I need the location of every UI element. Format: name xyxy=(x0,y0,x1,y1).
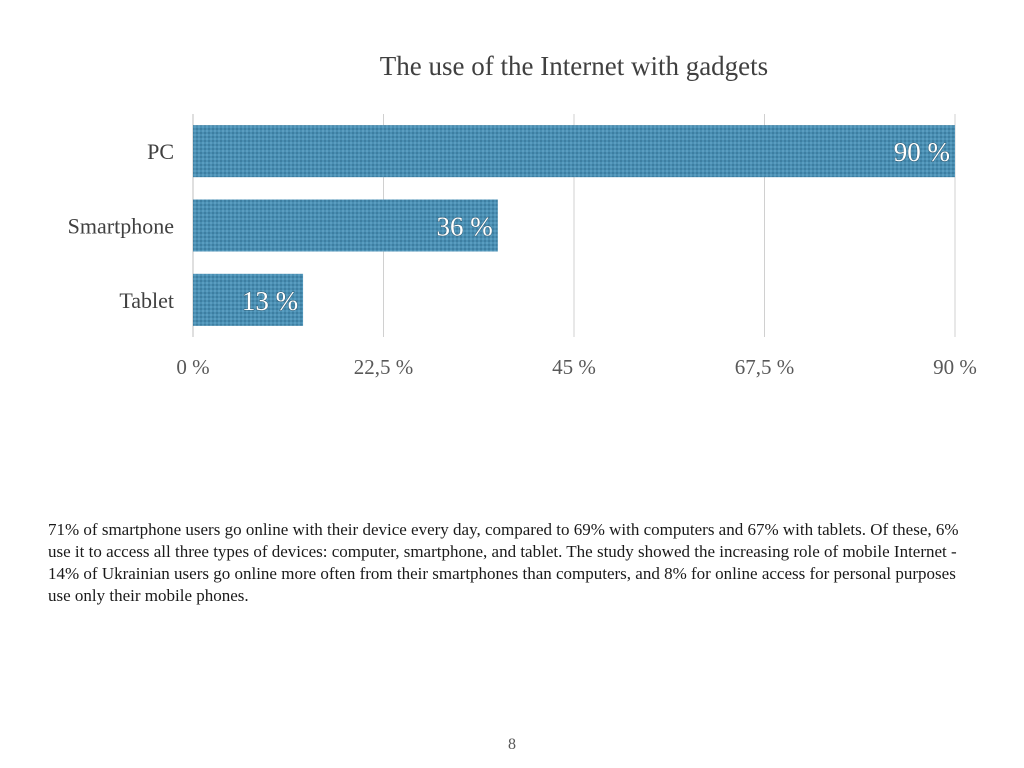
bar-pc xyxy=(193,125,955,178)
x-axis-tick-labels: 0 % 22,5 % 45 % 67,5 % 90 % xyxy=(176,355,977,379)
bar-smartphone xyxy=(193,199,498,252)
category-labels: PC Smartphone Tablet xyxy=(68,139,174,313)
x-tick-label: 45 % xyxy=(552,355,596,379)
data-labels: 90 % 36 % 13 % xyxy=(241,137,950,317)
data-label: 36 % xyxy=(437,212,493,242)
category-label: Smartphone xyxy=(68,214,174,239)
data-label: 90 % xyxy=(894,137,950,167)
category-label: Tablet xyxy=(119,288,174,313)
category-label: PC xyxy=(147,139,174,164)
chart-title: The use of the Internet with gadgets xyxy=(380,51,768,81)
x-tick-label: 0 % xyxy=(176,355,209,379)
body-text: 71% of smartphone users go online with t… xyxy=(48,520,959,605)
data-label: 13 % xyxy=(242,286,298,316)
bar-chart: The use of the Internet with gadgets PC S… xyxy=(68,51,977,379)
x-tick-label: 90 % xyxy=(933,355,977,379)
bar-tablet xyxy=(193,273,304,326)
x-tick-label: 22,5 % xyxy=(354,355,414,379)
page-number: 8 xyxy=(508,736,516,753)
bars xyxy=(193,125,955,326)
x-tick-label: 67,5 % xyxy=(735,355,795,379)
